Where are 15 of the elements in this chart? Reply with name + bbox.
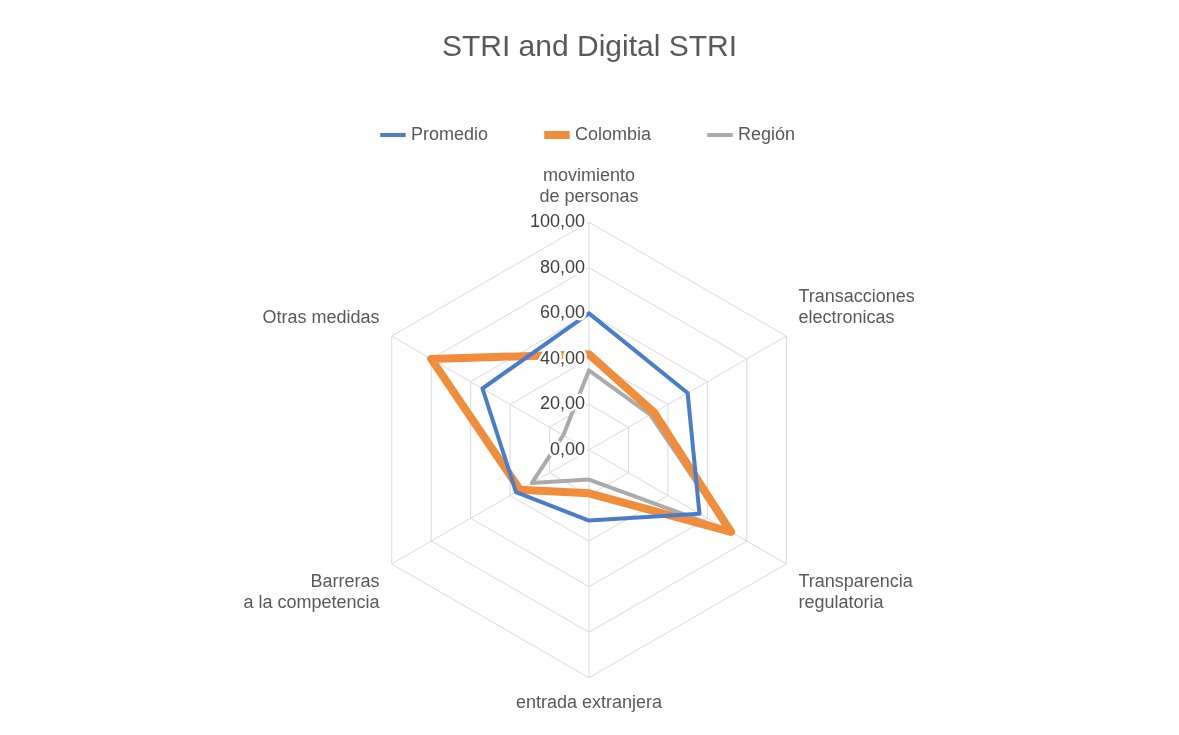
y-tick-label: 20,00 bbox=[539, 393, 585, 414]
spoke-label: Transparencia regulatoria bbox=[798, 570, 914, 613]
spoke-label: entrada extranjera bbox=[515, 691, 664, 712]
spoke-label: Transacciones electronicas bbox=[798, 285, 915, 328]
y-tick-label: 0,00 bbox=[549, 438, 585, 459]
spoke-label: movimiento de personas bbox=[539, 164, 639, 207]
y-tick-label: 100,00 bbox=[529, 211, 585, 232]
y-tick-label: 60,00 bbox=[539, 302, 585, 323]
legend-label: Región bbox=[738, 123, 796, 144]
legend-label: Promedio bbox=[410, 123, 488, 144]
y-tick-label: 80,00 bbox=[539, 256, 585, 277]
chart-title: STRI and Digital STRI bbox=[441, 29, 738, 63]
legend-label: Colombia bbox=[574, 123, 652, 144]
spoke-label: Barreras a la competencia bbox=[243, 570, 381, 613]
spoke-label: Otras medidas bbox=[262, 307, 380, 328]
